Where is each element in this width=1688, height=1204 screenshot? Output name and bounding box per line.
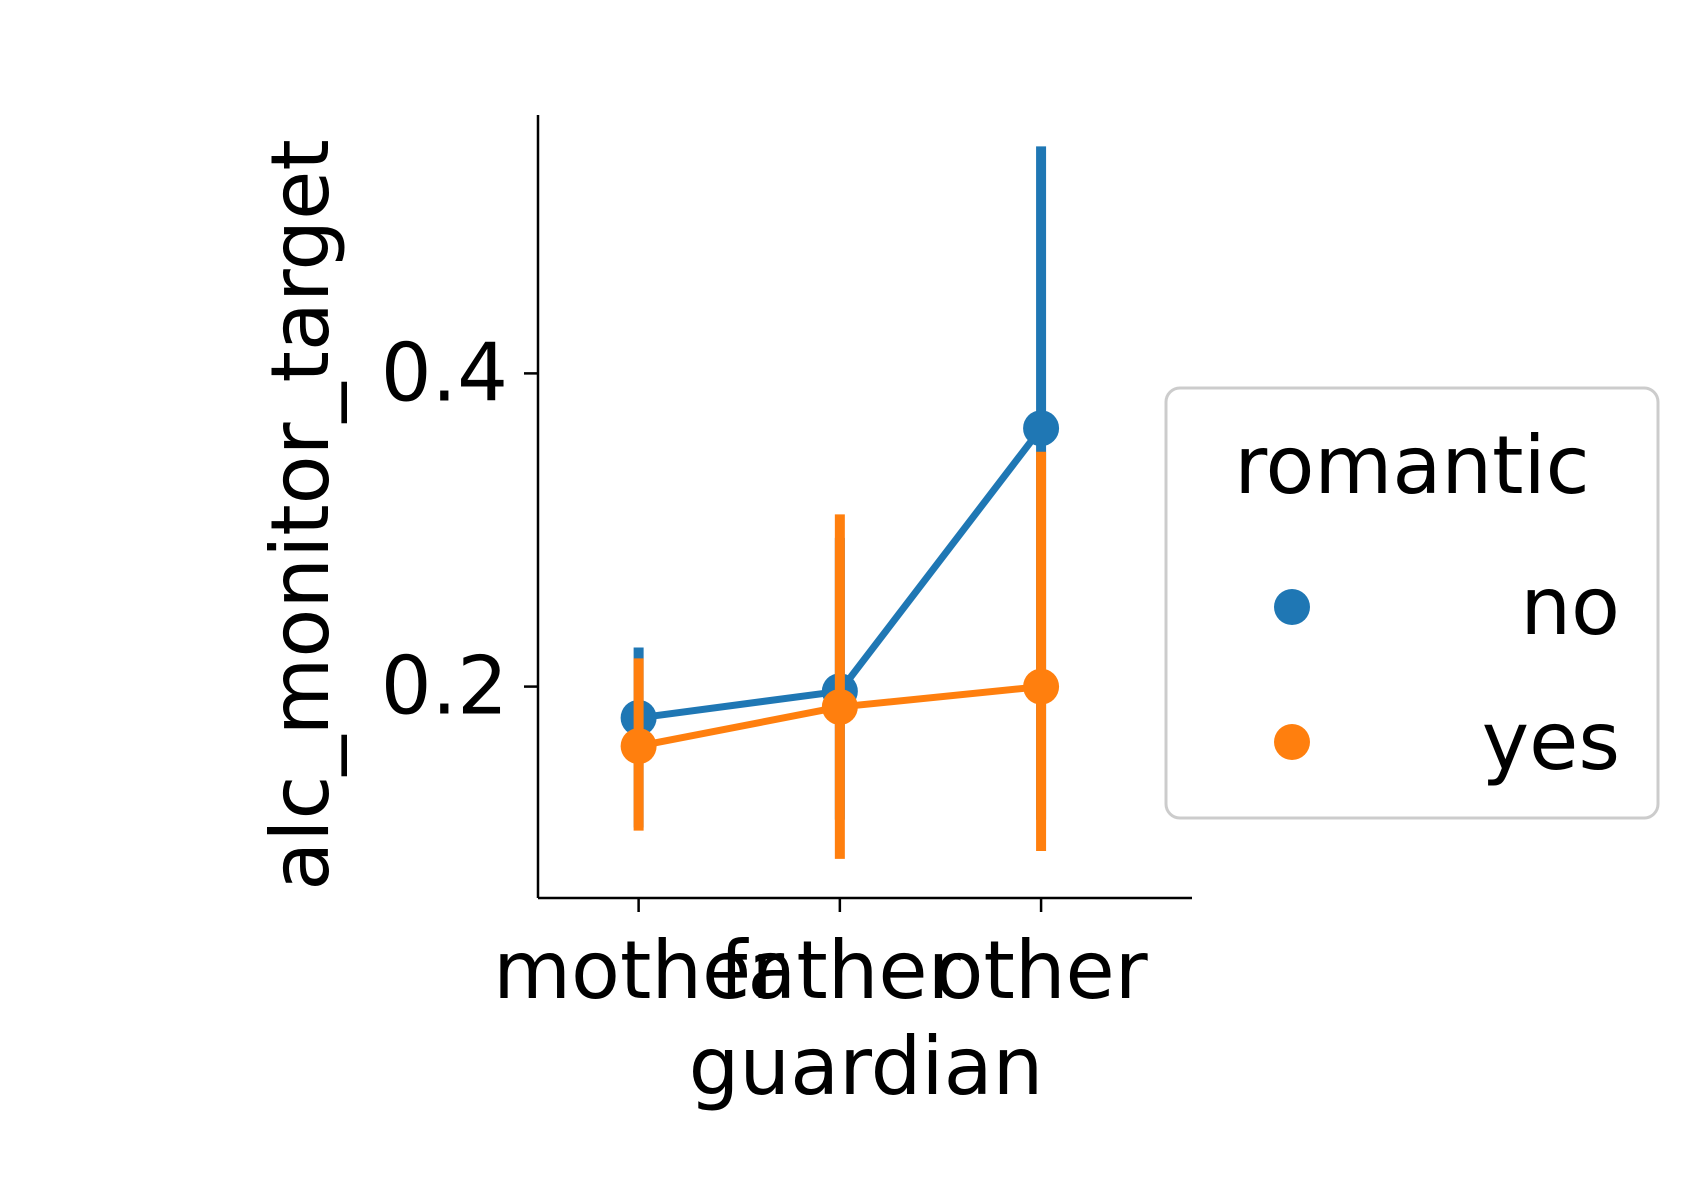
data-point (620, 728, 657, 765)
legend: romantic no yes (1164, 386, 1660, 820)
legend-frame (1164, 386, 1660, 820)
data-point (1023, 410, 1060, 447)
data-point (821, 688, 858, 725)
legend-label: yes (1482, 695, 1620, 788)
legend-marker (1274, 724, 1310, 760)
legend-label: no (1520, 560, 1620, 653)
x-axis-label: guardian (689, 1020, 1044, 1113)
data-point (1023, 668, 1060, 705)
y-tick-label: 0.2 (381, 640, 508, 733)
x-tick-label: mother (493, 924, 784, 1017)
y-axis-label: alc_monitor_target (254, 139, 347, 890)
x-tick-label: other (935, 924, 1148, 1017)
y-tick-label: 0.4 (381, 326, 508, 419)
legend-title: romantic (1234, 419, 1589, 512)
legend-marker (1274, 589, 1310, 625)
x-tick-label: father (719, 924, 960, 1017)
series-yes (620, 451, 1060, 859)
series-layer (620, 146, 1060, 859)
